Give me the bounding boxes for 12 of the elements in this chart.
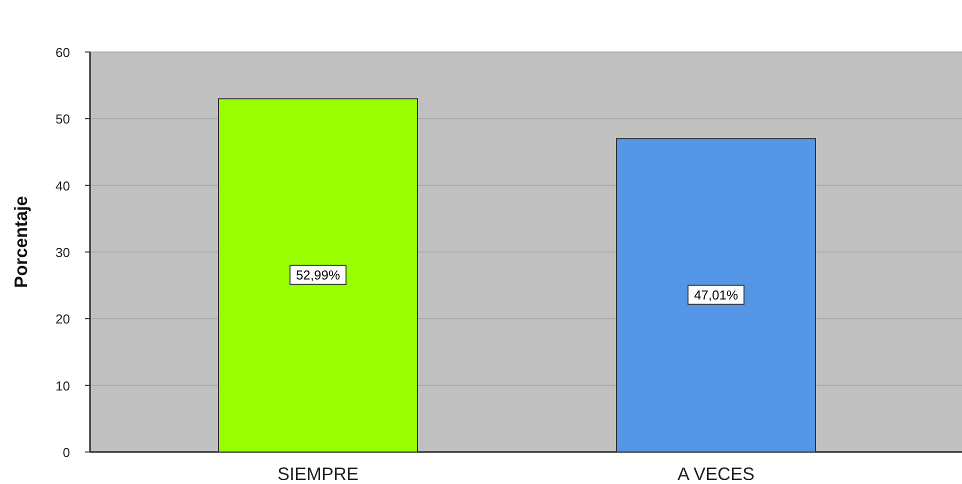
data-label: 52,99%	[296, 267, 340, 282]
y-tick-label: 10	[56, 378, 70, 394]
y-tick-label: 50	[56, 112, 70, 127]
y-tick-label: 30	[56, 245, 70, 260]
data-label: 47,01%	[694, 287, 738, 302]
x-tick-label: SIEMPRE	[277, 464, 359, 484]
y-tick-label: 60	[56, 45, 70, 60]
y-tick-label: 40	[56, 178, 70, 194]
y-tick-label: 0	[62, 445, 70, 460]
y-tick-label: 20	[56, 312, 70, 327]
y-axis-title: Porcentaje	[11, 196, 31, 288]
x-tick-label: A VECES	[677, 464, 755, 484]
